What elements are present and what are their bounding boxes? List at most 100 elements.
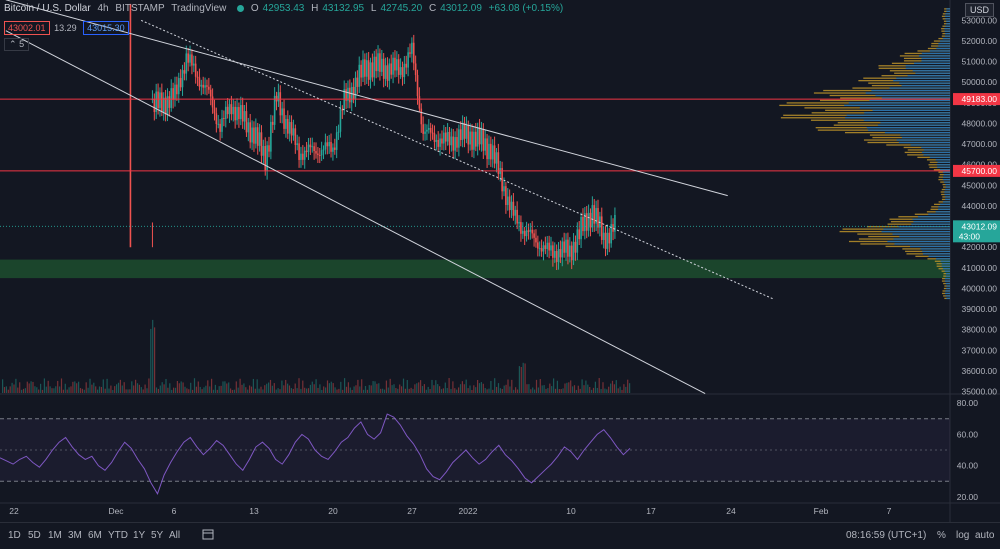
candle-body <box>375 56 377 72</box>
volume-bar <box>64 383 66 393</box>
trend-channel-line <box>5 30 706 395</box>
volume-profile-bar <box>943 174 950 176</box>
volume-profile-bar <box>942 268 950 270</box>
candle-body <box>379 53 381 72</box>
range-5d-button[interactable]: 5D <box>28 530 41 541</box>
range-6m-button[interactable]: 6M <box>88 530 102 541</box>
auto-scale-toggle[interactable]: auto <box>975 530 995 541</box>
volume-bar <box>203 387 205 393</box>
sell-button[interactable]: 43002.01 <box>4 21 50 35</box>
volume-bar <box>442 388 444 393</box>
volume-profile-bar <box>942 178 950 181</box>
volume-profile-bar <box>929 156 950 159</box>
candle-body <box>273 95 276 125</box>
volume-bar <box>613 384 615 393</box>
log-scale-toggle[interactable]: log <box>956 530 970 541</box>
volume-profile-bar <box>905 67 950 69</box>
volume-profile-bar <box>944 198 950 201</box>
candle-body <box>428 127 430 130</box>
volume-bar <box>250 386 253 393</box>
volume-bar <box>596 387 598 393</box>
time-axis-label: 22 <box>9 506 19 516</box>
volume-bar <box>475 387 477 393</box>
volume-bar <box>186 388 188 393</box>
volume-profile-bar <box>913 62 950 64</box>
volume-bar <box>283 385 285 393</box>
volume-bar <box>615 380 617 393</box>
volume-bar <box>629 383 631 393</box>
volume-bar <box>399 384 401 393</box>
candle-body <box>204 85 206 88</box>
candle-body <box>251 127 253 143</box>
price-axis-label: 35000.00 <box>962 387 998 397</box>
clock-display[interactable]: 08:16:59 (UTC+1) <box>846 530 927 541</box>
range-all-button[interactable]: All <box>169 530 181 541</box>
candle-body <box>164 97 167 115</box>
volume-profile-bar <box>945 186 950 188</box>
volume-bar <box>575 389 577 393</box>
volume-bar <box>608 386 610 393</box>
range-3m-button[interactable]: 3M <box>68 530 82 541</box>
volume-bar <box>292 388 294 393</box>
volume-bar <box>140 387 142 393</box>
candle-body <box>450 136 453 146</box>
range-1y-button[interactable]: 1Y <box>133 530 146 541</box>
candle-body <box>260 132 263 156</box>
time-axis-label: 6 <box>172 506 177 516</box>
volume-profile-bar <box>937 166 950 168</box>
volume-bar <box>81 388 83 393</box>
volume-bar <box>184 386 186 393</box>
symbol-name[interactable]: Bitcoin / U.S. Dollar <box>4 3 91 14</box>
currency-button[interactable]: USD <box>964 3 994 17</box>
indicators-toggle-button[interactable]: ⌃ 5 <box>4 38 30 51</box>
volume-profile-bar <box>944 35 950 37</box>
candle-body <box>245 111 248 133</box>
range-1d-button[interactable]: 1D <box>8 530 21 541</box>
volume-bar <box>393 384 395 393</box>
volume-profile-bar <box>881 97 950 99</box>
percent-scale-toggle[interactable]: % <box>937 530 946 541</box>
time-axis-label: 10 <box>566 506 576 516</box>
price-axis-label: 51000.00 <box>962 57 998 67</box>
volume-bar <box>389 378 391 393</box>
candle-body <box>522 230 524 234</box>
volume-bar <box>520 367 522 393</box>
volume-bar <box>606 389 608 393</box>
level-price-label-bg <box>953 164 1000 177</box>
volume-profile-bar <box>872 109 950 111</box>
volume-bar <box>116 384 118 393</box>
date-range-icon[interactable] <box>202 528 214 540</box>
volume-bar <box>30 381 32 393</box>
volume-bar <box>159 385 161 393</box>
volume-profile-bar <box>913 221 950 223</box>
volume-bar <box>391 385 393 393</box>
candle-body <box>268 145 270 152</box>
range-1m-button[interactable]: 1M <box>48 530 62 541</box>
volume-bar <box>592 387 595 393</box>
candle-body <box>390 63 392 75</box>
candle-body <box>350 86 353 103</box>
volume-bar <box>78 381 80 393</box>
volume-bar <box>2 379 4 393</box>
chart-canvas[interactable]: 35000.00 36000.00 37000.00 38000.00 39000.00… <box>0 0 1000 522</box>
volume-bar <box>171 389 173 393</box>
volume-bar <box>192 389 194 393</box>
volume-bar <box>243 383 245 393</box>
volume-bar <box>309 384 311 393</box>
volume-bar <box>199 386 201 393</box>
candle-body <box>397 59 400 75</box>
range-ytd-button[interactable]: YTD <box>108 530 128 541</box>
candle-body <box>531 229 533 234</box>
volume-bar <box>361 379 363 393</box>
volume-bar <box>91 384 93 393</box>
volume-profile-bar <box>936 47 950 50</box>
candle-body <box>326 142 329 147</box>
range-5y-button[interactable]: 5Y <box>151 530 164 541</box>
volume-profile-bar <box>921 52 950 55</box>
buy-button[interactable]: 43015.30 <box>83 21 129 35</box>
candle-body <box>414 63 417 75</box>
volume-bar <box>459 384 462 393</box>
volume-profile-bar <box>944 191 950 193</box>
volume-bar <box>13 384 15 393</box>
candle-body <box>296 143 298 145</box>
